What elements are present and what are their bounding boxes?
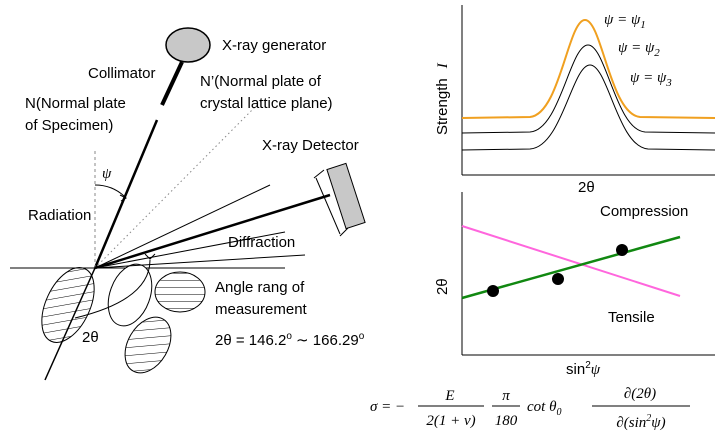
text: 2(1 + ν)	[426, 413, 475, 429]
grain	[124, 316, 172, 374]
point	[616, 244, 628, 256]
text: ∂(sin	[616, 415, 646, 431]
text: ψ = ψ	[630, 70, 667, 86]
detector-mark	[313, 169, 349, 237]
text: ∂(sin2ψ)	[616, 413, 665, 431]
text: π	[502, 388, 510, 404]
text: sin	[566, 361, 585, 378]
label: Radiation	[28, 207, 91, 224]
arrow	[119, 194, 128, 202]
psi-arc	[94, 184, 125, 197]
label: Diffraction	[228, 234, 295, 251]
label: Compression	[600, 203, 688, 220]
incident-beam	[93, 119, 159, 269]
text: ψ = ψ	[604, 12, 641, 28]
label: crystal lattice plane)	[200, 95, 333, 112]
label: Collimator	[88, 65, 156, 82]
text: I	[435, 62, 451, 69]
bottom-chart: Compression Tensile 2θ sin2ψ	[434, 192, 715, 378]
range: 2θ = 146.2o ∼ 166.29o	[215, 331, 365, 349]
text: Strength	[434, 78, 451, 135]
text: ψ)	[651, 415, 665, 431]
label: N(Normal plate	[25, 95, 126, 112]
point	[552, 273, 564, 285]
text: ∂(2θ)	[624, 386, 656, 402]
normal-n-prime	[94, 99, 263, 269]
text: σ = −	[370, 399, 405, 415]
grain	[154, 271, 206, 313]
two-theta-arc	[74, 259, 151, 319]
axis-label: 2θ	[578, 179, 595, 196]
label: measurement	[215, 301, 308, 318]
text: 180	[495, 413, 518, 429]
top-chart	[461, 5, 716, 176]
curve-label: ψ = ψ3	[630, 70, 672, 89]
label: 2θ	[82, 329, 99, 346]
compression-line	[461, 235, 681, 300]
text: ∼ 166.29	[292, 332, 359, 349]
curve	[461, 18, 716, 119]
label: ψ	[102, 166, 112, 182]
axis-label: Strength I	[434, 62, 451, 135]
text: cot θ0	[527, 399, 561, 418]
text: E	[444, 388, 454, 404]
text: 2	[654, 47, 660, 59]
label: Tensile	[608, 309, 655, 326]
curve-label: ψ = ψ1	[604, 12, 646, 31]
axis-label: 2θ	[434, 278, 451, 295]
generator	[165, 27, 211, 63]
text: ψ	[591, 362, 601, 378]
formula: σ = − E 2(1 + ν) π 180 cot θ0 ∂(2θ) ∂(si…	[370, 386, 690, 431]
text: 2θ = 146.2	[215, 332, 286, 349]
text: 0	[556, 407, 561, 418]
text: 2	[646, 413, 651, 424]
label: X-ray generator	[222, 37, 326, 54]
label: of Specimen)	[25, 117, 113, 134]
arrow	[144, 253, 156, 260]
line	[94, 254, 306, 269]
collimator	[160, 61, 184, 106]
curve	[461, 64, 716, 151]
text: cot θ	[527, 399, 557, 415]
label: N’(Normal plate of	[200, 73, 322, 90]
curve-label: ψ = ψ2	[618, 40, 660, 59]
text: 1	[640, 19, 646, 31]
left-diagram	[10, 27, 366, 381]
text: ψ = ψ	[618, 40, 655, 56]
curve	[461, 44, 716, 134]
text: o	[286, 331, 292, 342]
label: Angle rang of	[215, 279, 305, 296]
text: 2	[585, 360, 591, 371]
diffracted-beam	[94, 193, 331, 270]
normal-lower	[44, 267, 96, 381]
text: 3	[665, 77, 672, 89]
point	[487, 285, 499, 297]
line	[94, 231, 286, 269]
line	[94, 184, 271, 269]
detector	[326, 162, 366, 230]
label: X-ray Detector	[262, 137, 359, 154]
axis-label: sin2ψ	[566, 360, 601, 378]
tensile-line	[461, 225, 681, 297]
text: o	[359, 331, 365, 342]
